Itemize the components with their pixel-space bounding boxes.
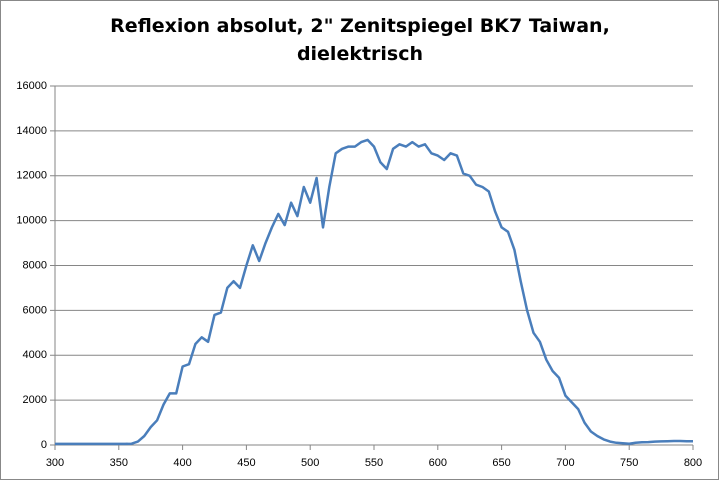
chart-title: Reflexion absolut, 2" Zenitspiegel BK7 T… (110, 15, 610, 65)
x-tick-label: 500 (301, 457, 319, 469)
y-tick-label: 4000 (23, 349, 47, 361)
y-tick-label: 10000 (16, 215, 47, 227)
x-tick-label: 300 (46, 457, 64, 469)
y-tick-label: 2000 (23, 394, 47, 406)
x-tick-label: 700 (556, 457, 574, 469)
x-tick-label: 550 (365, 457, 383, 469)
y-tick-label: 0 (41, 439, 47, 451)
x-tick-label: 350 (110, 457, 128, 469)
y-tick-label: 8000 (23, 259, 47, 271)
x-tick-label: 800 (684, 457, 702, 469)
x-tick-label: 650 (492, 457, 510, 469)
x-tick-label: 750 (620, 457, 638, 469)
data-line (55, 138, 693, 446)
x-tick-label: 450 (237, 457, 255, 469)
y-tick-label: 12000 (16, 170, 47, 182)
x-tick-label: 400 (173, 457, 191, 469)
y-tick-label: 6000 (23, 304, 47, 316)
x-tick-label: 600 (429, 457, 447, 469)
y-tick-label: 16000 (16, 80, 47, 92)
y-tick-label: 14000 (16, 125, 47, 137)
